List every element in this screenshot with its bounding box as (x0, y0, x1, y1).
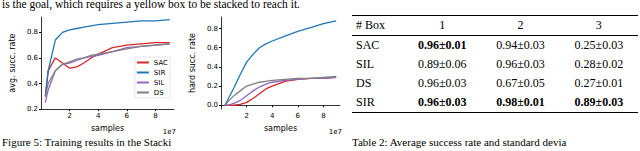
html-text:Figure 5: Training results in: Figure 5: Training results in the Stacki (2, 136, 172, 148)
html-text:0.28±0.02: 0.28±0.02 (574, 57, 624, 71)
html-text:0.89±0.06: 0.89±0.06 (418, 57, 467, 71)
svg-text:samples: samples (91, 124, 124, 133)
html-text:1: 1 (439, 18, 446, 32)
svg-text:0.6: 0.6 (27, 54, 39, 62)
html-text:SAC: SAC (356, 38, 380, 52)
html-text:0.98±0.01: 0.98±0.01 (496, 95, 545, 109)
html-text:0.89±0.03: 0.89±0.03 (574, 95, 624, 109)
svg-text:0.4: 0.4 (27, 80, 39, 88)
svg-text:6: 6 (125, 112, 130, 120)
html-text:0.96±0.03: 0.96±0.03 (496, 57, 545, 71)
svg-text:0.6: 0.6 (207, 44, 219, 52)
svg-text:1e7: 1e7 (163, 128, 176, 136)
svg-text:0.4: 0.4 (207, 63, 219, 71)
html-text:DS: DS (356, 76, 372, 90)
html-text:0.96±0.03: 0.96±0.03 (418, 76, 467, 90)
html-text:Table 2: Average success rate: Table 2: Average success rate and standa… (352, 136, 567, 148)
html-text:SIR: SIR (356, 95, 375, 109)
svg-text:samples: samples (264, 124, 297, 133)
html-text:SIL: SIL (356, 57, 374, 71)
svg-text:SAC: SAC (154, 59, 168, 67)
svg-text:avg. succ. rate: avg. succ. rate (8, 33, 17, 92)
svg-text:0.8: 0.8 (207, 25, 218, 33)
svg-text:DS: DS (154, 89, 164, 97)
svg-text:4: 4 (270, 112, 275, 120)
svg-text:0.0: 0.0 (207, 101, 218, 109)
html-text:0.96±0.03: 0.96±0.03 (418, 95, 467, 109)
svg-text:hard succ. rate: hard succ. rate (188, 33, 197, 93)
svg-text:0.2: 0.2 (207, 82, 218, 90)
html-text:0.67±0.05: 0.67±0.05 (496, 76, 545, 90)
html-text:0.94±0.03: 0.94±0.03 (496, 38, 545, 52)
svg-text:1e7: 1e7 (329, 128, 342, 136)
svg-text:2: 2 (67, 112, 71, 120)
svg-text:8: 8 (153, 112, 157, 120)
svg-text:8: 8 (321, 112, 325, 120)
html-text:0.96±0.01: 0.96±0.01 (418, 38, 467, 52)
svg-text:4: 4 (96, 112, 101, 120)
svg-text:2: 2 (244, 112, 248, 120)
html-text:2: 2 (517, 18, 524, 32)
html-text:0.25±0.03: 0.25±0.03 (574, 38, 624, 52)
svg-text:0.8: 0.8 (27, 28, 38, 36)
html-text:3: 3 (595, 18, 602, 32)
html-text:0.27±0.01: 0.27±0.01 (574, 76, 624, 90)
html-text:# Box: # Box (356, 18, 385, 32)
svg-text:SIR: SIR (154, 69, 166, 77)
svg-text:0.2: 0.2 (27, 105, 38, 113)
svg-text:6: 6 (296, 112, 301, 120)
svg-text:SIL: SIL (154, 79, 165, 87)
